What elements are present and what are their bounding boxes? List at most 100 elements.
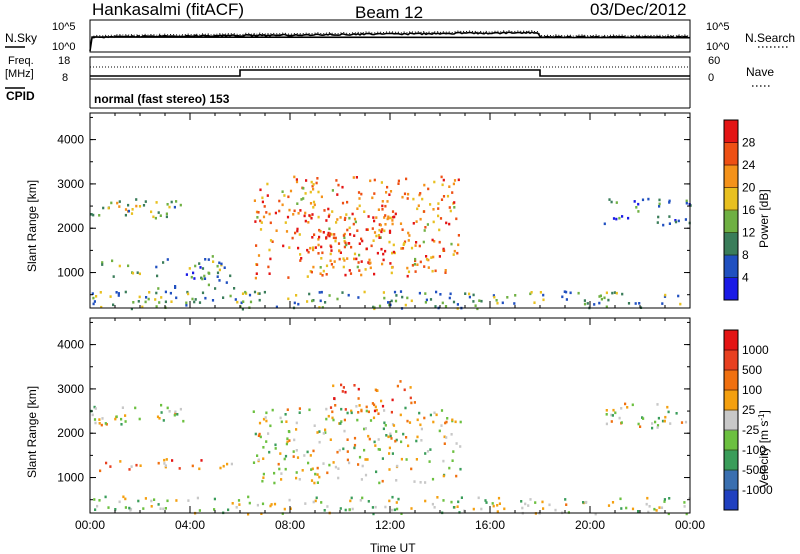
range-cell [436, 496, 439, 499]
range-cell [382, 252, 385, 256]
range-cell [211, 255, 214, 258]
colorbar-tick-label: 12 [742, 226, 756, 240]
range-cell [135, 204, 138, 208]
range-cell [655, 509, 658, 512]
range-cell [317, 190, 320, 194]
range-cell [317, 252, 320, 255]
range-cell [460, 496, 463, 499]
range-cell [421, 197, 424, 201]
range-cell [379, 236, 382, 239]
velocity-colorbar: 1000 500 100 25 -25 -100 -500 -1000 [723, 329, 773, 511]
range-cell [302, 187, 305, 190]
range-cell [615, 201, 618, 204]
range-cell [429, 413, 432, 417]
range-cell [343, 239, 346, 243]
range-cell [137, 300, 140, 303]
range-cell [369, 261, 372, 265]
range-cell [302, 197, 305, 200]
range-cell [407, 444, 410, 448]
range-cell [621, 292, 624, 296]
range-cell [381, 200, 384, 203]
range-cell [281, 203, 284, 207]
range-cell [382, 258, 385, 262]
range-cell [337, 467, 340, 470]
range-cell [259, 219, 262, 223]
colorbar-swatch [724, 187, 738, 211]
range-cell [363, 448, 366, 452]
range-cell [326, 471, 329, 475]
range-cell [626, 406, 629, 409]
range-cell [160, 403, 163, 407]
range-cell [605, 413, 608, 416]
range-cell [391, 452, 394, 455]
noise-search-label: N.Search [745, 31, 795, 45]
range-cell [254, 276, 257, 280]
range-cell [610, 413, 613, 417]
range-cell [310, 216, 313, 220]
y-tick-label: 2000 [57, 426, 84, 440]
colorbar-tick-label: -500 [742, 463, 766, 477]
range-cell [321, 306, 324, 309]
range-cell [468, 295, 471, 299]
range-cell [424, 452, 427, 455]
range-cell [92, 302, 95, 306]
range-cell [404, 406, 407, 410]
colorbar-tick-label: 20 [742, 181, 756, 195]
range-cell [339, 251, 342, 254]
range-cell [492, 504, 495, 508]
y-tick-label: 1000 [57, 471, 84, 485]
range-cell [266, 194, 269, 197]
range-cell [431, 477, 435, 481]
range-cell [339, 507, 342, 510]
range-cell [453, 179, 457, 182]
range-cell [414, 270, 417, 273]
range-cell [110, 201, 113, 205]
range-cell [409, 386, 412, 389]
range-cell [407, 270, 411, 274]
range-cell [131, 208, 134, 211]
range-cell [93, 418, 97, 421]
range-cell [99, 469, 102, 473]
range-cell [201, 267, 205, 270]
range-cell [427, 266, 430, 269]
range-cell [95, 295, 98, 298]
range-cell [266, 182, 269, 186]
range-cell [675, 412, 678, 415]
range-cell [164, 300, 167, 304]
range-cell [336, 450, 339, 454]
range-cell [341, 201, 345, 205]
range-cell [284, 467, 287, 471]
range-cell [614, 411, 617, 415]
x-tick-label: 16:00 [475, 518, 505, 532]
range-cell [565, 290, 568, 294]
range-cell [322, 269, 325, 273]
range-cell [390, 410, 393, 414]
range-cell [394, 439, 397, 443]
range-cell [399, 290, 403, 293]
range-cell [387, 216, 390, 220]
range-cell [292, 455, 295, 458]
range-cell [346, 200, 349, 204]
range-cell [433, 180, 436, 184]
range-cell [452, 253, 455, 256]
range-cell [168, 410, 171, 413]
range-cell [334, 404, 337, 407]
range-cell [336, 297, 339, 301]
velocity-data [90, 380, 691, 516]
range-cell [472, 293, 475, 297]
range-cell [159, 214, 162, 217]
range-cell [668, 497, 671, 500]
range-cell [383, 421, 386, 425]
range-cell [304, 211, 307, 215]
range-cell [175, 200, 178, 203]
range-cell [374, 505, 377, 509]
range-cell [677, 294, 680, 298]
range-cell [309, 270, 312, 273]
range-cell [347, 293, 350, 297]
range-cell [666, 405, 669, 409]
range-cell [406, 266, 409, 270]
range-cell [380, 399, 383, 403]
range-cell [373, 403, 376, 407]
range-cell [350, 496, 353, 500]
range-cell [166, 258, 169, 261]
